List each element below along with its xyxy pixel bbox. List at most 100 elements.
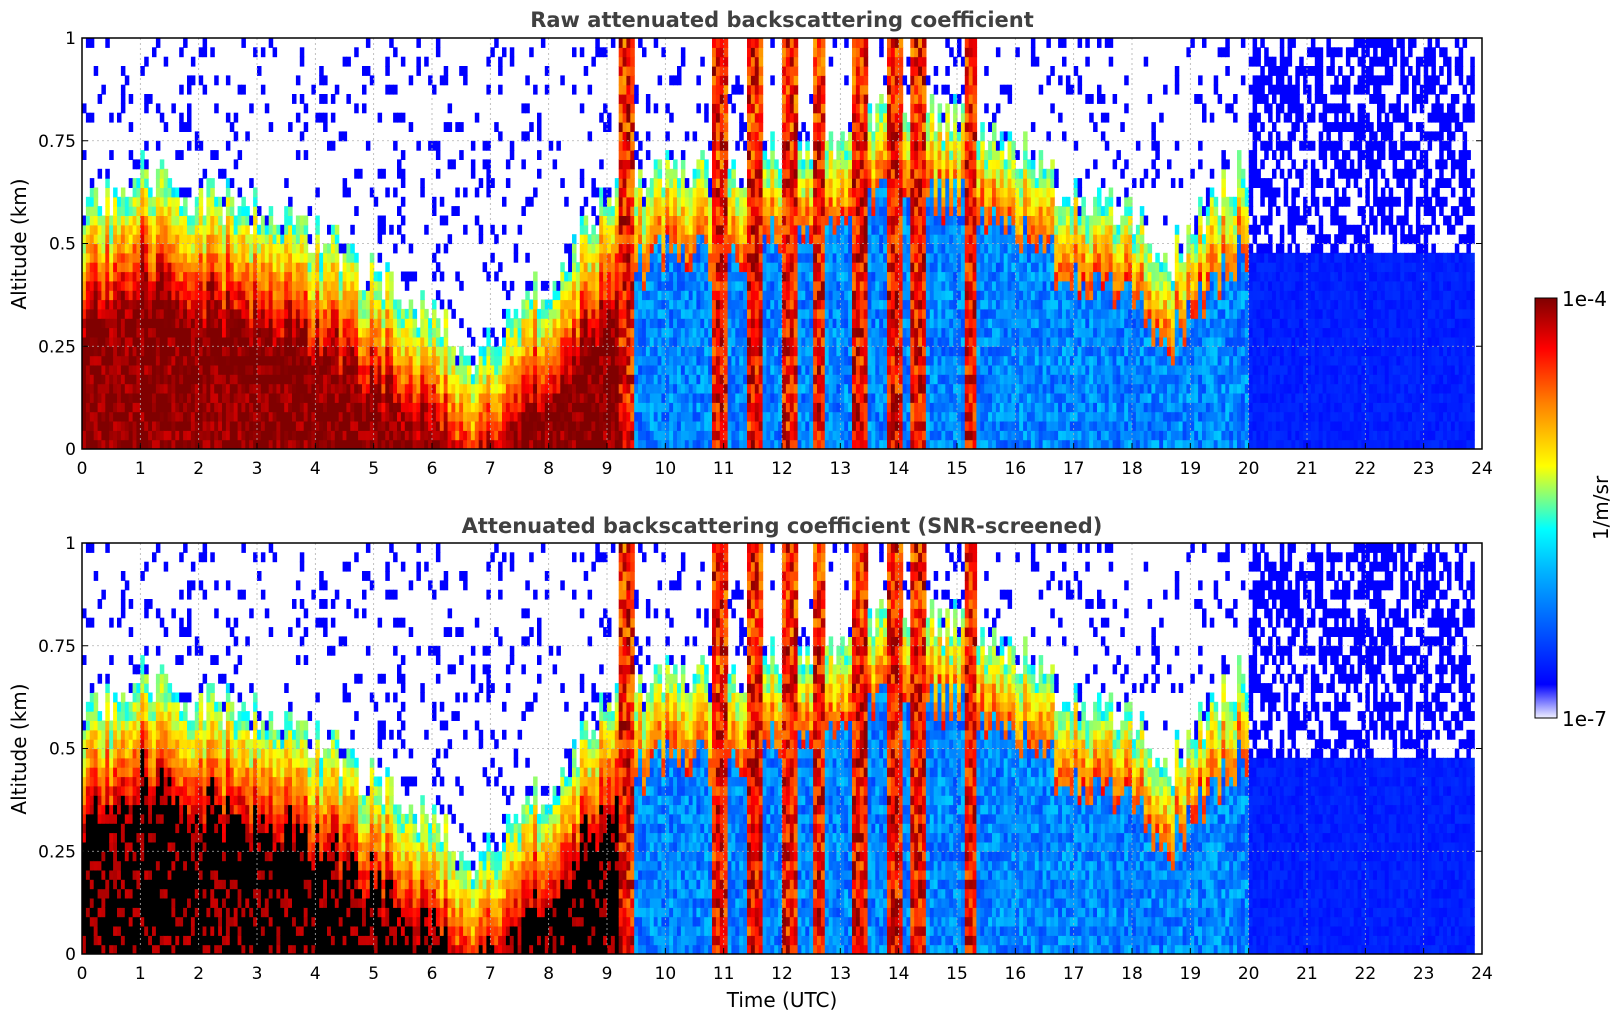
heatmap-cell [307,206,313,216]
heatmap-cell [494,355,499,366]
heatmap-cell [218,383,223,394]
heatmap-cell [89,430,95,441]
heatmap-cell [599,364,604,375]
heatmap-cell [583,224,589,235]
heatmap-cell [762,355,768,366]
heatmap-cell [645,439,651,449]
heatmap-cell [533,187,538,198]
heatmap-cell [708,234,713,245]
heatmap-cell [770,280,775,291]
heatmap-cell [303,103,309,114]
heatmap-cell [677,271,682,282]
heatmap-cell [159,327,165,338]
heatmap-cell [673,299,678,310]
heatmap-cell [723,56,729,67]
heatmap-cell [295,430,301,441]
heatmap-cell [280,252,285,263]
heatmap-cell [214,355,219,366]
heatmap-cell [715,150,721,160]
heatmap-cell [719,262,725,273]
heatmap-cell [735,262,740,273]
heatmap-cell [327,318,332,329]
heatmap-cell [194,336,200,347]
heatmap-cell [607,393,612,403]
heatmap-cell [552,290,558,301]
heatmap-cell [509,374,515,385]
heatmap-cell [85,374,91,385]
heatmap-cell [782,271,787,282]
heatmap-cell [105,262,110,273]
heatmap-cell [723,411,729,422]
heatmap-cell [389,327,394,338]
heatmap-cell [136,271,141,282]
heatmap-cell [645,187,651,198]
heatmap-cell [661,318,666,329]
heatmap-cell [128,430,134,441]
heatmap-cell [614,336,620,347]
heatmap-cell [362,336,367,347]
heatmap-cell [397,336,402,347]
heatmap-cell [579,439,585,449]
heatmap-cell [591,318,596,329]
heatmap-cell [400,374,406,385]
heatmap-cell [467,393,472,403]
heatmap-cell [758,178,764,188]
heatmap-cell [704,103,709,114]
heatmap-cell [292,308,297,319]
heatmap-cell [789,66,795,76]
heatmap-cell [719,336,725,347]
heatmap-cell [136,421,141,431]
heatmap-cell [782,439,787,449]
heatmap-cell [342,374,348,385]
heatmap-cell [587,430,593,441]
heatmap-cell [323,374,328,385]
heatmap-cell [109,150,114,160]
heatmap-cell [171,374,176,385]
heatmap-cell [556,439,561,449]
heatmap-cell [253,336,258,347]
heatmap-cell [704,346,709,357]
heatmap-cell [723,187,729,198]
heatmap-cell [237,308,243,319]
heatmap-cell [299,290,305,301]
heatmap-cell [245,364,250,375]
heatmap-cell [303,243,309,254]
heatmap-cell [82,346,87,357]
heatmap-cell [435,364,441,375]
heatmap-cell [622,308,628,319]
heatmap-cell [233,262,239,273]
heatmap-cell [117,206,122,216]
heatmap-cell [218,206,223,216]
heatmap-cell [284,178,289,188]
heatmap-cell [642,364,647,375]
heatmap-cell [731,243,736,254]
heatmap-cell [408,122,414,132]
heatmap-cell [249,364,254,375]
heatmap-cell [194,402,200,413]
heatmap-cell [758,56,764,67]
heatmap-cell [673,327,678,338]
heatmap-cell [680,56,686,67]
heatmap-cell [595,421,600,431]
heatmap-cell [299,430,305,441]
heatmap-cell [556,383,561,394]
heatmap-cell [373,280,379,291]
heatmap-cell [618,187,624,198]
heatmap-cell [750,122,756,132]
heatmap-cell [292,243,297,254]
heatmap-cell [346,290,351,301]
heatmap-cell [93,290,99,301]
heatmap-cell [85,243,91,254]
heatmap-cell [723,131,729,142]
heatmap-cell [568,374,573,385]
heatmap-cell [144,187,149,198]
heatmap-cell [669,262,674,273]
heatmap-cell [459,421,464,431]
heatmap-cell [93,196,99,207]
heatmap-cell [190,439,196,449]
heatmap-cell [785,393,791,403]
heatmap-cell [89,299,95,310]
heatmap-cell [117,308,122,319]
heatmap-cell [758,215,764,226]
heatmap-cell [257,290,262,301]
